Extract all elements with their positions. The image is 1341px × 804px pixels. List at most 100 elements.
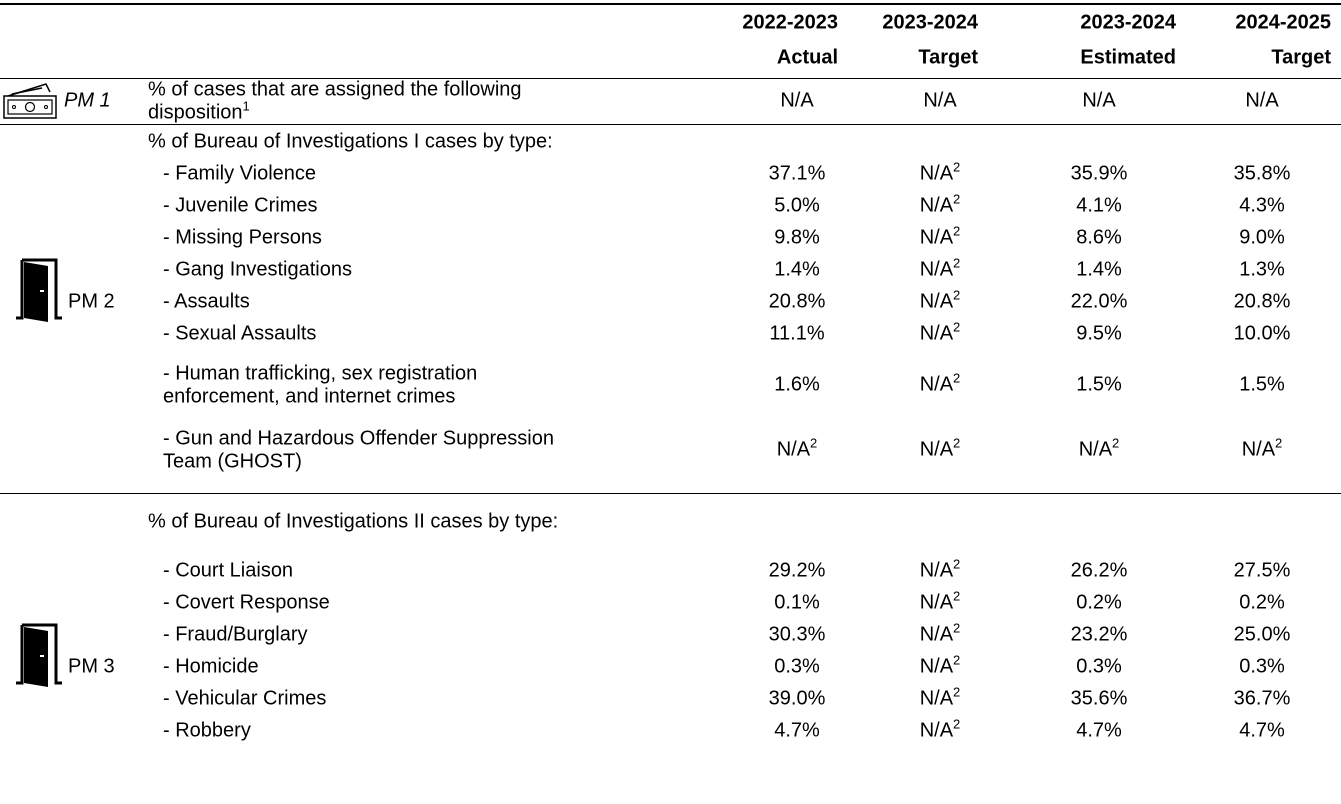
- cell-text: N/A: [919, 719, 954, 742]
- cell-value: 35.9%: [1070, 162, 1128, 185]
- pm-label: PM 3: [68, 655, 115, 678]
- cell-value: N/A: [780, 89, 814, 112]
- row-label: - Covert Response: [163, 591, 330, 614]
- cell-text: N/A: [919, 591, 954, 614]
- cell-value: N/A2: [919, 556, 961, 583]
- row-label: - Homicide: [163, 655, 259, 678]
- footnote-mark: 2: [953, 255, 961, 271]
- footnote-mark: 1: [242, 98, 250, 113]
- cell-value: 1.4%: [774, 258, 820, 281]
- cell-value: 20.8%: [1233, 290, 1291, 313]
- section-heading: % of Bureau of Investigations II cases b…: [148, 510, 559, 533]
- cell-value: N/A: [1082, 89, 1116, 112]
- footnote-mark: 2: [953, 223, 961, 239]
- cell-text: N/A: [776, 438, 811, 461]
- cell-value: N/A2: [776, 435, 818, 462]
- cell-value: N/A2: [1078, 435, 1120, 462]
- cell-value: N/A2: [919, 435, 961, 462]
- cell-value: N/A2: [919, 588, 961, 615]
- row-label: - Missing Persons: [163, 226, 322, 249]
- footnote-mark: 2: [953, 652, 961, 668]
- row-label: disposition1: [148, 98, 250, 123]
- cell-value: 1.5%: [1239, 373, 1285, 396]
- footnote-mark: 2: [953, 620, 961, 636]
- cell-value: 20.8%: [768, 290, 826, 313]
- footnote-mark: 2: [953, 319, 961, 335]
- cell-text: N/A: [1078, 438, 1113, 461]
- row-label: - Court Liaison: [163, 559, 294, 582]
- row-label: % of cases that are assigned the followi…: [148, 78, 522, 100]
- footnote-mark: 2: [953, 684, 961, 700]
- cell-value: 8.6%: [1076, 226, 1122, 249]
- cell-value: 1.4%: [1076, 258, 1122, 281]
- cell-value: 0.3%: [774, 655, 820, 678]
- footnote-mark: 2: [953, 370, 961, 386]
- column-header: Actual: [776, 46, 838, 69]
- cell-text: N/A: [1241, 438, 1276, 461]
- row-label: enforcement, and internet crimes: [163, 385, 456, 407]
- cell-value: N/A2: [920, 370, 961, 397]
- cell-value: 29.2%: [768, 559, 826, 582]
- cell-text: N/A: [919, 226, 954, 249]
- row-label: - Sexual Assaults: [163, 322, 317, 345]
- row-label: - Gang Investigations: [163, 258, 352, 281]
- cell-value: 9.8%: [774, 226, 820, 249]
- cell-value: 10.0%: [1233, 322, 1291, 345]
- footnote-mark: 2: [953, 556, 961, 572]
- cell-value: 11.1%: [769, 322, 825, 345]
- cell-value: 1.5%: [1076, 373, 1122, 396]
- section-heading: % of Bureau of Investigations I cases by…: [148, 130, 553, 153]
- column-header: 2024-2025: [1235, 11, 1331, 34]
- top-rule: [0, 3, 1341, 5]
- cell-text: N/A: [919, 194, 954, 217]
- column-header: Target: [918, 46, 978, 69]
- cell-value: N/A2: [920, 255, 961, 282]
- cell-text: N/A: [919, 322, 954, 345]
- row-label: Team (GHOST): [163, 450, 302, 472]
- door-icon: [16, 623, 62, 687]
- cell-value: 35.6%: [1070, 687, 1128, 710]
- cell-text: N/A: [919, 623, 954, 646]
- cell-value: 0.3%: [1076, 655, 1122, 678]
- section-rule: [0, 493, 1341, 494]
- footnote-mark: 2: [953, 191, 961, 207]
- footnote-mark: 2: [810, 435, 818, 451]
- cell-value: 4.7%: [774, 719, 820, 742]
- cell-value: 0.1%: [774, 591, 820, 614]
- row-label: - Vehicular Crimes: [163, 687, 327, 710]
- footnote-mark: 2: [953, 287, 961, 303]
- cell-value: N/A2: [919, 287, 961, 314]
- cell-value: N/A2: [1241, 435, 1283, 462]
- footnote-mark: 2: [953, 588, 961, 604]
- cell-value: 36.7%: [1233, 687, 1291, 710]
- column-header: Estimated: [1080, 46, 1176, 69]
- cell-value: 35.8%: [1233, 162, 1291, 185]
- cell-value: N/A: [923, 89, 957, 112]
- column-header: 2023-2024: [1080, 11, 1176, 34]
- cell-value: 37.1%: [768, 162, 826, 185]
- footnote-mark: 2: [1112, 435, 1120, 451]
- cell-value: N/A2: [920, 161, 961, 186]
- cell-value: 0.2%: [1076, 591, 1122, 614]
- column-header: 2023-2024: [882, 11, 978, 34]
- footnote-mark: 2: [953, 716, 961, 732]
- row-label: - Human trafficking, sex registration: [163, 362, 478, 384]
- cell-text: N/A: [919, 559, 954, 582]
- cell-text: N/A: [919, 687, 954, 710]
- cell-value: 4.7%: [1239, 719, 1285, 742]
- cell-value: 22.0%: [1070, 290, 1128, 313]
- cell-value: 1.3%: [1239, 258, 1285, 281]
- footnote-mark: 2: [1275, 435, 1283, 451]
- footnote-mark: 2: [953, 435, 961, 451]
- row-label: - Fraud/Burglary: [163, 623, 308, 646]
- row-label: - Assaults: [163, 290, 250, 313]
- cell-value: 30.3%: [768, 623, 826, 646]
- cell-value: 5.0%: [774, 194, 820, 217]
- door-icon: [16, 258, 62, 322]
- cell-text: N/A: [919, 438, 954, 461]
- cell-value: 25.0%: [1233, 623, 1291, 646]
- cell-text: N/A: [919, 290, 954, 313]
- cell-value: N/A2: [919, 684, 961, 711]
- cell-value: 9.5%: [1076, 322, 1122, 345]
